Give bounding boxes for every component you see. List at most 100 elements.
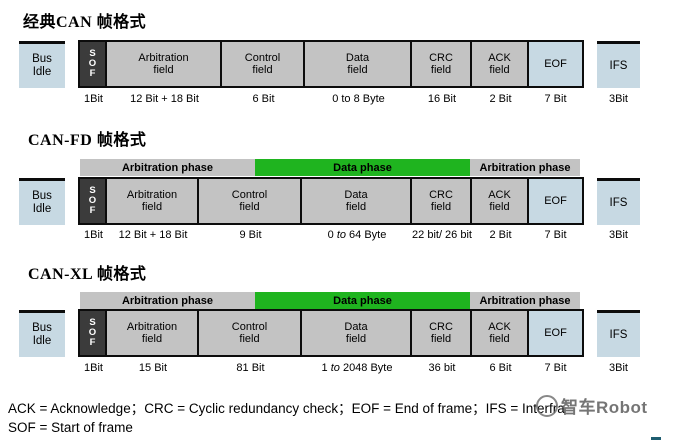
field-ack: ACK field [472,179,529,223]
bits-data: 0 to 8 Byte [332,93,385,105]
field-label: field [345,333,367,345]
field-eof: EOF [529,179,582,223]
ifs-box: IFS [597,178,640,225]
watermark-text: 智车Robot [561,398,648,417]
watermark-logo-icon [536,394,558,417]
field-label: EOF [544,194,567,207]
legend-line-1: ACK = Acknowledge；CRC = Cyclic redundanc… [8,401,565,416]
field-ack: ACK field [472,42,529,86]
field-label: field [489,201,510,213]
field-ack: ACK field [472,311,529,355]
field-label: Control [231,320,268,333]
bits-ack: 6 Bit [489,362,512,374]
field-label: field [141,201,163,213]
bits-crc: 22 bit/ 26 bit [412,229,472,241]
field-control: Control field [222,42,305,86]
field-label: field [239,201,260,213]
field-label: EOF [544,326,567,339]
bits-data: 0 to 64 Byte [327,229,387,241]
field-crc: CRC field [412,42,472,86]
field-label: field [489,333,510,345]
field-label: CRC [429,320,453,333]
field-eof: EOF [529,42,582,86]
field-data: Data field [302,311,412,355]
bus-idle-label: Idle [32,66,52,78]
row-title: 经典CAN 帧格式 [23,14,147,31]
field-label: F [89,205,96,216]
field-label: CRC [429,51,453,64]
bus-idle-box: Bus Idle [19,41,65,88]
bits-eof: 7 Bit [544,229,567,241]
bits-sof: 1Bit [84,229,103,241]
phase-bar: Arbitration phase Data phase Arbitration p… [80,159,580,176]
field-label: Arbitration [126,188,178,201]
field-label: field [430,333,452,345]
bus-idle-box: Bus Idle [19,310,65,357]
field-label: field [430,64,452,76]
bits-ifs: 3Bit [609,362,628,374]
bits-ack: 2 Bit [489,229,512,241]
bits-arbitration: 12 Bit + 18 Bit [118,229,188,241]
field-label: field [430,201,452,213]
arbitration-phase-label: Arbitration phase [80,292,255,309]
field-crc: CRC field [412,179,472,223]
field-label: ACK [488,51,511,64]
field-label: CRC [429,188,453,201]
field-arbitration: Arbitration field [107,179,199,223]
arbitration-phase-label: Arbitration phase [470,159,580,176]
frame-fields: S O F Arbitration field Control field Data field… [78,40,584,88]
field-crc: CRC field [412,311,472,355]
field-label: Data [344,188,368,201]
data-phase-label: Data phase [255,159,470,176]
bits-control: 81 Bit [236,362,265,374]
data-phase-label: Data phase [255,292,470,309]
field-label: field [489,64,510,76]
field-label: F [89,337,96,348]
field-data: Data field [305,42,412,86]
field-label: Data [345,51,370,64]
field-label: field [347,64,368,76]
arbitration-phase-label: Arbitration phase [470,292,580,309]
frame-fields: S O F Arbitration field Control field Data field… [78,309,584,357]
bits-control: 9 Bit [239,229,262,241]
bus-idle-label: Idle [32,203,52,215]
phase-bar: Arbitration phase Data phase Arbitration p… [80,292,580,309]
bus-idle-label: Bus [32,322,52,334]
field-data: Data field [302,179,412,223]
field-label: field [239,333,260,345]
bits-ifs: 3Bit [609,93,628,105]
field-control: Control field [199,311,302,355]
bits-data: 1 to 2048 Byte [321,362,393,374]
field-label: field [141,333,163,345]
field-label: Data [344,320,368,333]
bits-ifs: 3Bit [609,229,628,241]
field-label: Control [244,51,281,64]
bits-arbitration: 12 Bit + 18 Bit [130,93,199,105]
bits-control: 6 Bit [252,93,275,105]
bits-eof: 7 Bit [544,93,567,105]
field-arbitration: Arbitration field [107,311,199,355]
field-label: O [88,327,97,338]
bits-sof: 1Bit [84,93,103,105]
watermark-dash [651,437,661,440]
field-label: Arbitration [126,320,178,333]
bits-crc: 16 Bit [427,93,457,105]
row-title: CAN-FD 帧格式 [28,132,147,149]
field-eof: EOF [529,311,582,355]
frame-fields: S O F Arbitration field Control field Data field… [78,177,584,225]
field-label: S [89,48,96,59]
bits-crc: 36 bit [428,362,456,374]
field-label: S [89,317,96,328]
row-title: CAN-XL 帧格式 [28,266,147,283]
bus-idle-box: Bus Idle [19,178,65,225]
bus-idle-label: Bus [32,53,52,65]
bits-eof: 7 Bit [544,362,567,374]
bits-sof: 1Bit [84,362,103,374]
legend: ACK = Acknowledge；CRC = Cyclic redundanc… [8,399,565,437]
arbitration-phase-label: Arbitration phase [80,159,255,176]
watermark: 智车Robot [536,393,648,418]
